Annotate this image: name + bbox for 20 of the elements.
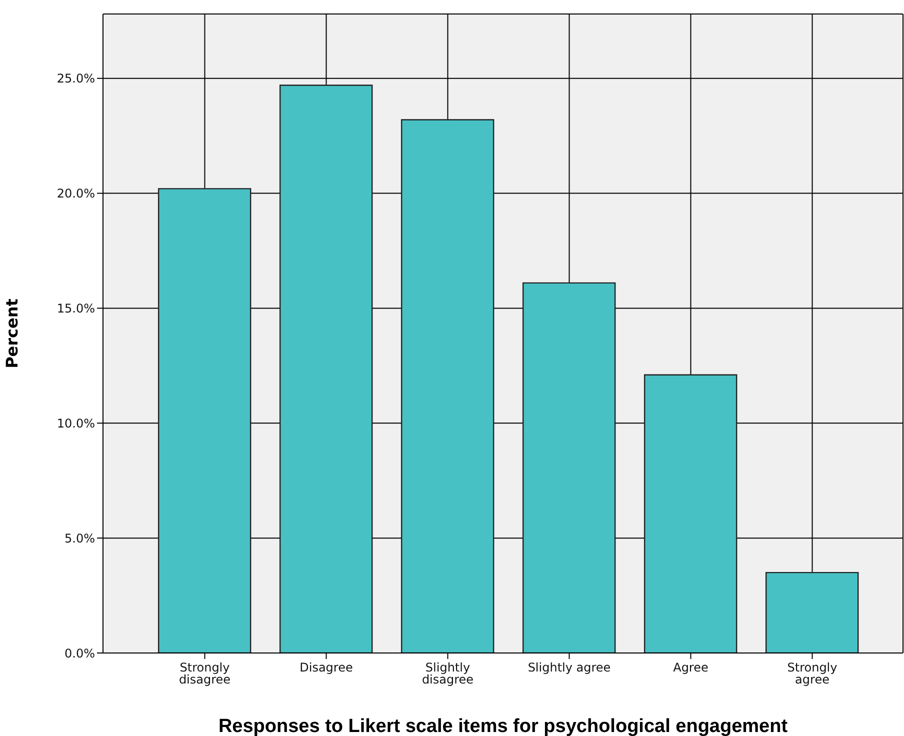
y-tick-label: 25.0% <box>56 72 95 86</box>
bar <box>158 188 252 653</box>
x-tick-label: Disagree <box>300 660 353 675</box>
y-tick-label: 20.0% <box>56 186 95 201</box>
x-tick-label: Slightly disagree <box>422 660 474 687</box>
bar <box>644 374 738 653</box>
x-tick-label: Strongly disagree <box>178 660 231 687</box>
y-tick-label: 0.0% <box>64 646 95 660</box>
x-tick-label: Strongly agree <box>787 660 838 687</box>
bar <box>765 572 859 653</box>
x-axis-title: Responses to Likert scale items for psychological engagement <box>218 716 788 736</box>
bar <box>522 282 616 653</box>
x-tick-label: Agree <box>673 660 708 675</box>
y-axis-title: Percent <box>2 298 22 368</box>
y-tick-label: 15.0% <box>56 301 95 316</box>
y-tick-label: 10.0% <box>56 416 95 430</box>
bar <box>400 119 494 653</box>
bar <box>279 84 373 653</box>
y-tick-label: 5.0% <box>64 531 95 546</box>
x-tick-label: Slightly agree <box>528 660 611 675</box>
